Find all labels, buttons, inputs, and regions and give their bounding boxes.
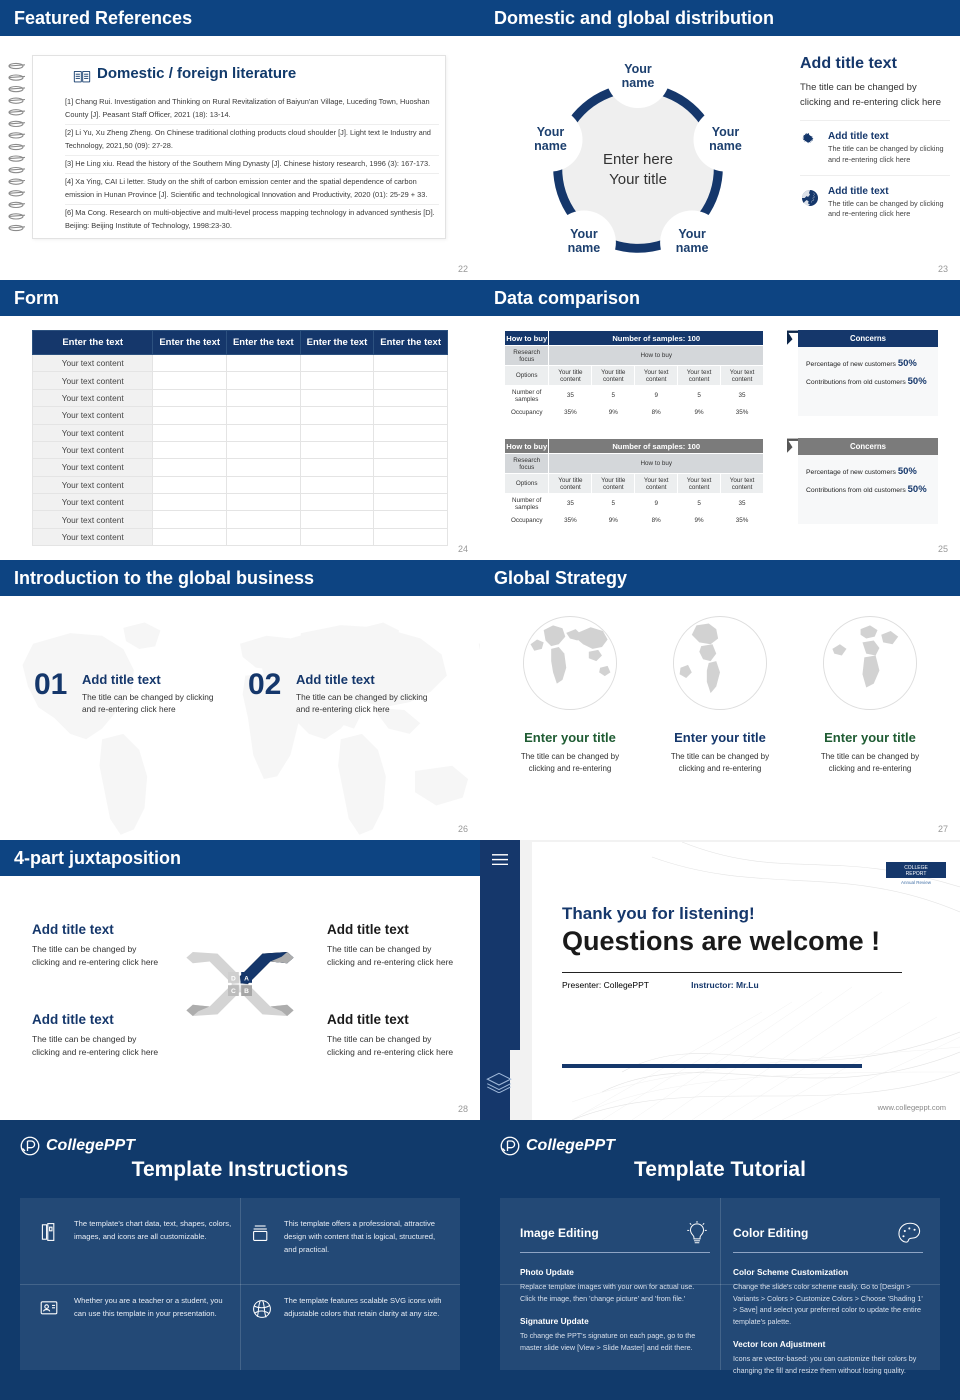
svg-text:Your title: Your title (609, 171, 667, 188)
svg-text:Your: Your (678, 227, 706, 241)
svg-text:REPORT: REPORT (906, 871, 927, 877)
svg-text:Your: Your (712, 125, 740, 139)
svg-text:Your: Your (537, 125, 565, 139)
svg-text:name: name (534, 139, 567, 153)
svg-text:Your: Your (624, 62, 652, 76)
svg-text:D: D (231, 976, 236, 983)
svg-text:name: name (568, 241, 601, 255)
svg-text:Enter here: Enter here (603, 151, 673, 168)
svg-text:name: name (676, 241, 709, 255)
svg-text:Annual Review: Annual Review (901, 880, 932, 885)
svg-text:name: name (709, 139, 742, 153)
svg-text:name: name (622, 76, 655, 90)
svg-text:Your: Your (570, 227, 598, 241)
svg-text:C: C (231, 988, 236, 995)
svg-text:A: A (244, 976, 249, 983)
svg-text:B: B (244, 988, 249, 995)
